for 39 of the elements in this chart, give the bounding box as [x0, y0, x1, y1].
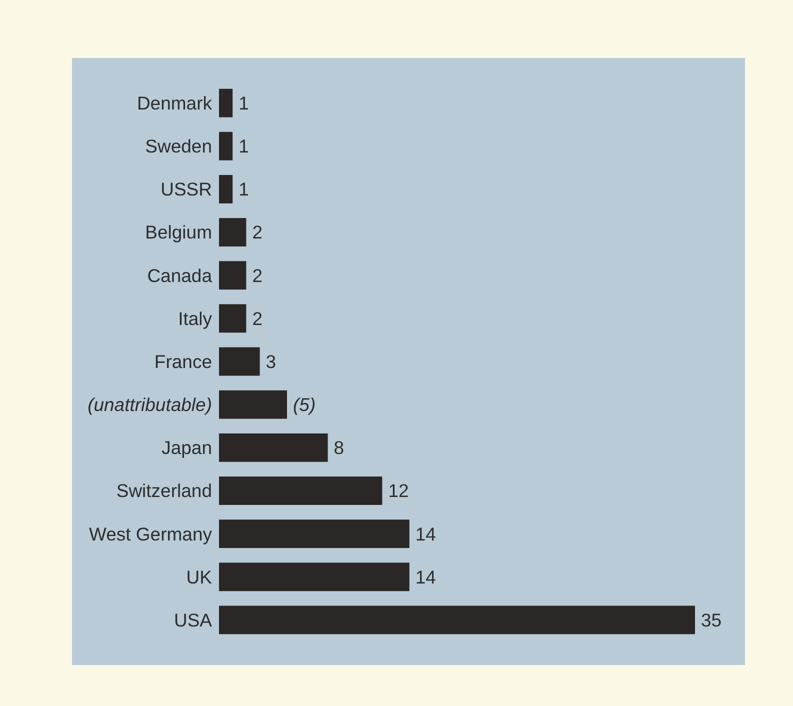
- y-tick-label: West Germany: [88, 523, 213, 544]
- data-label: 1: [238, 92, 249, 114]
- bar: [219, 304, 246, 333]
- data-label: 3: [266, 350, 276, 372]
- y-tick-label: France: [154, 350, 212, 372]
- bar: [219, 562, 410, 592]
- data-label: (5): [293, 394, 316, 416]
- data-label: 2: [252, 222, 262, 243]
- y-tick-label: Belgium: [145, 222, 212, 243]
- data-label: 1: [238, 136, 249, 157]
- bar: [219, 261, 246, 290]
- y-tick-label: Japan: [162, 437, 212, 458]
- bar: [219, 606, 695, 634]
- bar: [219, 88, 233, 118]
- bar: [219, 476, 382, 505]
- data-label: 1: [238, 178, 249, 200]
- data-label: 2: [252, 308, 262, 329]
- bar: [219, 520, 410, 548]
- bar: [219, 132, 233, 160]
- y-tick-label: Sweden: [145, 136, 212, 157]
- data-label: 35: [701, 609, 722, 630]
- y-tick-label: USA: [174, 609, 213, 630]
- bar: [219, 347, 260, 376]
- y-tick-label: Italy: [178, 308, 213, 329]
- data-label: 2: [252, 264, 262, 286]
- y-tick-label: Denmark: [136, 92, 213, 114]
- data-label: 14: [415, 523, 436, 544]
- data-label: 14: [415, 566, 436, 588]
- y-tick-label: (unattributable): [88, 394, 212, 416]
- bar: [219, 433, 328, 462]
- y-tick-label: UK: [186, 566, 213, 588]
- y-tick-label: Switzerland: [116, 480, 212, 502]
- bar: [219, 218, 246, 246]
- y-tick-label: Canada: [147, 264, 213, 286]
- bar: [219, 174, 233, 204]
- data-label: 8: [334, 437, 344, 458]
- bar: [219, 390, 287, 419]
- data-label: 12: [388, 480, 409, 502]
- y-tick-label: USSR: [160, 178, 212, 200]
